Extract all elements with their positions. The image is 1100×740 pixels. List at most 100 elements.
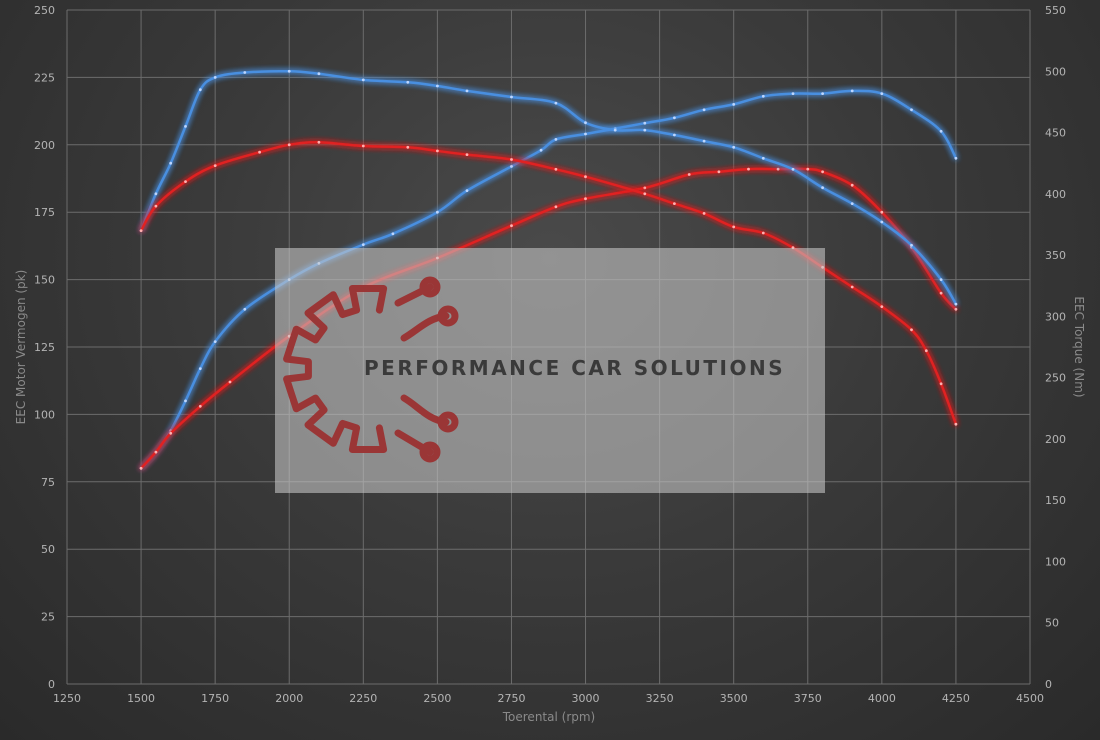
y-left-tick-labels: 0 25 50 75 100 125 150 175 200 225 250: [34, 4, 55, 691]
data-point: [584, 121, 587, 125]
data-point: [673, 116, 676, 120]
data-point: [791, 92, 795, 95]
data-point: [910, 328, 913, 332]
data-point: [465, 189, 469, 193]
data-point: [761, 231, 765, 235]
data-point: [939, 278, 943, 281]
y-right-tick-label: 350: [1045, 249, 1066, 262]
data-point: [554, 167, 558, 171]
data-point: [510, 158, 513, 161]
data-point: [850, 285, 854, 289]
x-tick-label: 4250: [942, 692, 970, 705]
data-point: [643, 192, 647, 196]
x-tick-label: 3000: [572, 692, 600, 705]
data-point: [539, 148, 543, 152]
y-right-axis-label: EEC Torque (Nm): [1072, 296, 1086, 397]
y-left-tick-label: 200: [34, 139, 55, 152]
data-point: [406, 80, 410, 84]
x-tick-label: 3250: [646, 692, 674, 705]
data-point: [554, 138, 558, 141]
data-point: [213, 340, 217, 343]
data-point: [939, 291, 943, 295]
data-point: [732, 103, 736, 106]
data-point: [554, 205, 558, 209]
data-point: [361, 243, 365, 247]
data-point: [924, 349, 928, 353]
data-point: [154, 192, 158, 196]
data-point: [287, 143, 291, 147]
y-right-tick-label: 450: [1045, 127, 1066, 140]
data-point: [361, 144, 365, 148]
data-point: [687, 173, 691, 176]
data-point: [939, 129, 943, 133]
y-left-tick-label: 250: [34, 4, 55, 17]
data-point: [317, 72, 321, 76]
data-point: [761, 94, 765, 98]
data-point: [717, 170, 721, 174]
y-right-tick-label: 550: [1045, 4, 1066, 17]
data-point: [880, 305, 884, 308]
data-point: [139, 466, 143, 470]
data-point: [776, 167, 780, 171]
data-point: [465, 89, 469, 93]
data-point: [850, 202, 854, 206]
y-left-tick-label: 175: [34, 206, 55, 219]
data-point: [702, 139, 706, 143]
data-point: [198, 367, 202, 370]
y-right-tick-label: 100: [1045, 555, 1066, 568]
data-point: [169, 161, 173, 165]
data-point: [613, 128, 617, 132]
data-point: [850, 89, 854, 93]
series-layer: [139, 69, 958, 470]
x-tick-labels: 1250 1500 1750 2000 2250 2500 2750 3000 3250 3500…: [53, 692, 1044, 705]
data-point: [732, 225, 736, 229]
data-point: [880, 210, 884, 214]
watermark: PERFORMANCE CAR SOLUTIONS: [275, 248, 825, 493]
data-point: [554, 101, 558, 105]
series-line: [139, 89, 958, 470]
data-point: [184, 180, 187, 184]
data-point: [198, 88, 202, 92]
data-point: [702, 108, 706, 112]
y-left-tick-label: 150: [34, 274, 55, 287]
data-point: [169, 431, 173, 435]
x-tick-label: 1250: [53, 692, 81, 705]
y-left-axis-label: EEC Motor Vermogen (pk): [14, 270, 28, 425]
y-left-tick-label: 0: [48, 678, 55, 691]
data-point: [436, 149, 439, 153]
data-point: [747, 167, 750, 171]
data-point: [391, 232, 395, 236]
data-point: [673, 133, 676, 137]
watermark-text: PERFORMANCE CAR SOLUTIONS: [364, 356, 785, 380]
data-point: [702, 212, 706, 215]
data-point: [436, 84, 439, 88]
y-right-tick-label: 200: [1045, 433, 1066, 446]
data-point: [954, 307, 958, 311]
x-tick-label: 4000: [868, 692, 896, 705]
data-point: [673, 202, 676, 206]
data-point: [880, 220, 884, 224]
data-point: [761, 156, 765, 160]
gear-circuit-icon: [283, 276, 459, 463]
y-right-tick-label: 500: [1045, 65, 1066, 78]
data-point: [139, 229, 143, 233]
y-left-tick-label: 125: [34, 341, 55, 354]
y-left-tick-label: 75: [41, 476, 55, 489]
data-point: [510, 224, 513, 228]
data-point: [510, 165, 513, 168]
data-point: [954, 302, 958, 306]
data-point: [198, 404, 202, 408]
data-point: [184, 399, 187, 403]
x-tick-label: 2500: [423, 692, 451, 705]
data-point: [584, 132, 587, 136]
data-point: [361, 78, 365, 82]
data-point: [228, 380, 232, 384]
y-left-tick-label: 50: [41, 543, 55, 556]
data-point: [510, 95, 513, 99]
data-point: [243, 71, 247, 74]
data-point: [243, 307, 247, 311]
data-point: [287, 69, 291, 73]
y-right-tick-label: 0: [1045, 678, 1052, 691]
data-point: [213, 164, 217, 168]
